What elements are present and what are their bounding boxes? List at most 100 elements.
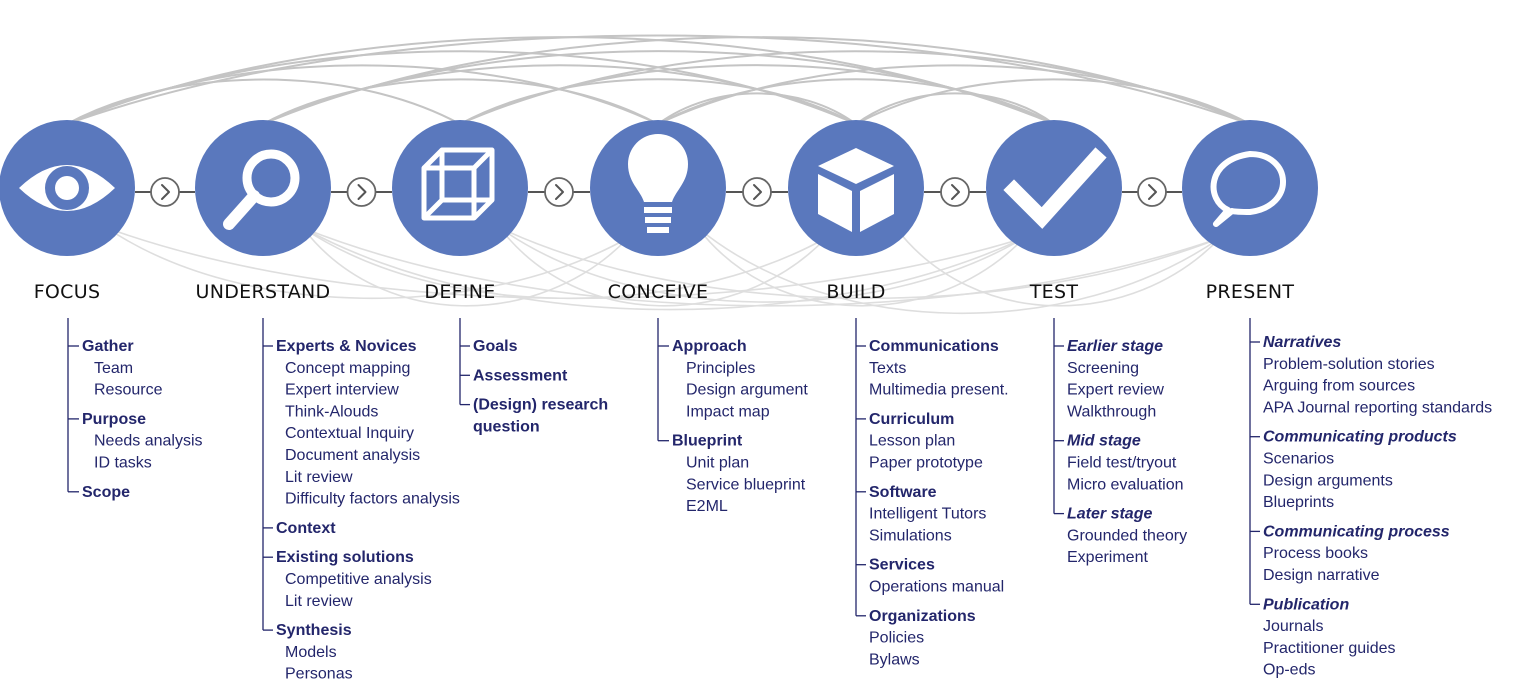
item-heading: Gather [82,338,134,355]
item-heading: Services [869,557,935,574]
item-heading: Purpose [82,411,146,428]
item-sub: Paper prototype [869,455,983,472]
stage-circle [788,120,924,256]
feedback-arc [66,34,1251,125]
item-sub: Unit plan [686,455,749,472]
item-sub: ID tasks [94,455,152,472]
box-icon [818,148,894,232]
item-sub: Think-Alouds [285,403,378,420]
feedback-arc [499,227,1025,303]
item-heading: Software [869,484,937,501]
stage-focus: FOCUS [0,120,135,303]
item-heading: Scope [82,484,130,501]
item-sub: Impact map [686,403,770,420]
item-sub: APA Journal reporting standards [1263,399,1492,416]
item-sub: Texts [869,360,906,377]
next-chevron-icon [544,177,574,207]
item-sub: Field test/tryout [1067,455,1177,472]
item-sub: Concept mapping [285,360,410,377]
item-list-conceive: Approach Principles Design argument Impact … [657,318,808,515]
feedback-arc [895,227,1221,307]
item-sub: Scenarios [1263,451,1334,468]
item-sub: Design argument [686,382,808,399]
feedback-arc [302,227,629,307]
next-chevron-icon [346,177,377,207]
item-sub: Document analysis [285,447,420,464]
eye-icon [19,165,115,211]
item-sub: Bylaws [869,651,920,668]
item-sub: Difficulty factors analysis [285,491,460,508]
stage-circle [1182,120,1318,256]
item-sub: Expert interview [285,382,399,399]
stage-title: UNDERSTAND [196,281,331,303]
item-heading: Synthesis [276,622,352,639]
item-heading: Narratives [1263,334,1341,351]
feedback-arc [697,227,1221,315]
item-sub: Grounded theory [1067,527,1187,544]
item-sub: Arguing from sources [1263,378,1415,395]
item-heading: Curriculum [869,411,954,428]
stage-build: BUILD [788,120,924,303]
item-sub: Op-eds [1263,662,1315,679]
item-sub: Design arguments [1263,472,1393,489]
stage-conceive: CONCEIVE [590,120,726,303]
feedback-arc [106,227,629,300]
feedback-arc [262,78,659,125]
item-sub: Needs analysis [94,433,203,450]
item-heading: Experts & Novices [276,338,417,355]
feedback-arc [262,50,1055,125]
item-heading: Publication [1263,596,1349,613]
feedback-arc [499,227,827,307]
lightbulb-icon [628,134,688,233]
stage-present: PRESENT [1182,120,1318,303]
item-heading: Later stage [1067,506,1152,523]
item-sub: Micro evaluation [1067,476,1184,493]
feedback-arc [697,227,1025,307]
feedback-arc [302,227,827,300]
feedback-arcs [66,34,1251,315]
item-sub: Lit review [285,593,353,610]
item-list-test: Earlier stage Screening Expert review Walkt… [1053,318,1187,566]
item-sub: Lit review [285,469,353,486]
next-chevron-icon [150,177,180,207]
item-heading: Existing solutions [276,549,414,566]
feedback-arc [459,78,857,125]
item-sub: Policies [869,630,924,647]
stage-item-lists: Gather Team Resource Purpose Needs analysis I… [67,318,1492,683]
item-heading: Assessment [473,367,568,384]
item-sub: Service blueprint [686,476,806,493]
item-sub: Experiment [1067,549,1148,566]
item-sub: Operations manual [869,579,1004,596]
item-sub: Blueprints [1263,494,1334,511]
item-sub: Resource [94,382,163,399]
stage-title: PRESENT [1206,281,1295,303]
item-sub: Expert review [1067,382,1164,399]
magnifier-icon [223,149,300,230]
stage-circle [195,120,331,256]
item-sub: Lesson plan [869,433,955,450]
next-chevron-icon [940,177,970,207]
stage-circle [986,120,1122,256]
stage-title: FOCUS [34,281,101,303]
item-heading: Organizations [869,608,976,625]
item-list-define: Goals Assessment (Design) research question [459,318,608,435]
item-sub: Process books [1263,545,1368,562]
item-heading: question [473,418,540,435]
stage-test: TEST [986,120,1122,303]
item-list-understand: Experts & Novices Concept mapping Expert i… [262,318,460,683]
stage-define: DEFINE [392,120,528,303]
stage-circle [392,120,528,256]
item-sub: Problem-solution stories [1263,356,1435,373]
feedback-arc [66,78,461,125]
item-sub: Simulations [869,527,952,544]
item-heading: Communicating products [1263,429,1457,446]
stages: FOCUS UNDERSTAND DEFINE CONCEIVE BUILD TEST PR… [0,120,1318,303]
item-heading: Communicating process [1263,523,1450,540]
feedback-arc [855,78,1251,125]
item-sub: Models [285,644,337,661]
feedback-arc [499,227,1221,300]
feedback-arc [66,64,659,125]
stage-title: CONCEIVE [608,281,709,303]
item-sub: Journals [1263,618,1323,635]
item-heading: Mid stage [1067,433,1141,450]
